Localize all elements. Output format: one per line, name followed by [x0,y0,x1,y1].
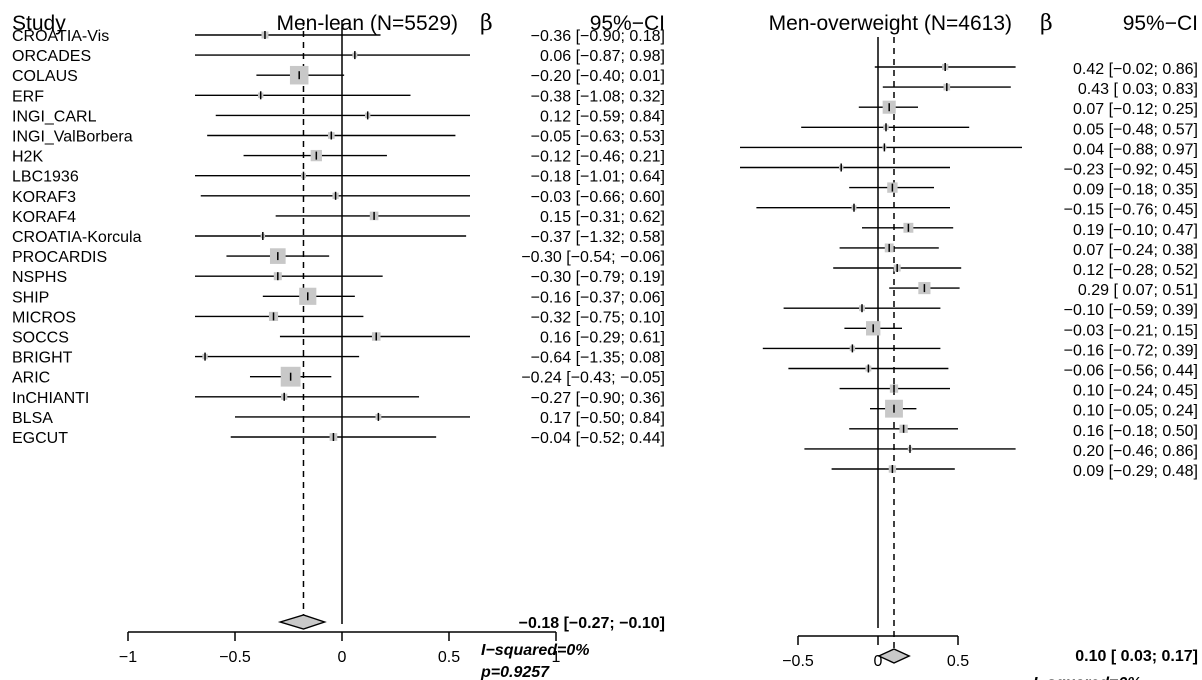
effect-estimate-label: −0.23 [−0.92; 0.45] [1064,162,1198,179]
effect-estimate-label: −0.10 [−0.59; 0.39] [1064,302,1198,319]
study-label: BLSA [12,410,53,427]
effect-estimate-label: 0.05 [−0.48; 0.57] [1073,121,1198,138]
effect-estimate-label: 0.16 [−0.29; 0.61] [540,330,665,347]
effect-estimate-label: −0.03 [−0.21; 0.15] [1064,322,1198,339]
heterogeneity-label: I−squared=0% [481,642,590,659]
column-headers: Study Men-lean (N=5529) β 95%−CI Men-ove… [12,11,1198,36]
study-label: KORAF3 [12,189,76,206]
study-label: ARIC [12,370,50,387]
effect-estimate-label: 0.16 [−0.18; 0.50] [1073,423,1198,440]
effect-estimate-label: 0.29 [ 0.07; 0.51] [1078,282,1198,299]
forest-panel-men-overweight: 0.42 [−0.02; 0.86] 0.43 [ 0.03; 0.83] 0.07… [740,37,1198,680]
effect-estimate-label: −0.12 [−0.46; 0.21] [531,149,665,166]
effect-estimate-label: 0.07 [−0.24; 0.38] [1073,242,1198,259]
effect-estimate-label: −0.03 [−0.66; 0.60] [531,189,665,206]
effect-estimate-label: −0.27 [−0.90; 0.36] [531,390,665,407]
study-label: LBC1936 [12,169,79,186]
study-label: CROATIA-Korcula [12,229,142,246]
study-label: ORCADES [12,48,91,65]
study-label: PROCARDIS [12,249,107,266]
x-tick-label: 0 [338,649,347,666]
effect-estimate-label: 0.12 [−0.28; 0.52] [1073,262,1198,279]
effect-estimate-label: −0.30 [−0.54; −0.06] [521,249,665,266]
x-tick-label: 0.5 [438,649,460,666]
effect-estimate-label: 0.15 [−0.31; 0.62] [540,209,665,226]
study-label: H2K [12,149,43,166]
study-label: ERF [12,88,44,105]
x-tick-label: −1 [119,649,137,666]
study-label: EGCUT [12,430,68,447]
heterogeneity-label: I−squared=0% [1033,675,1142,680]
effect-estimate-label: 0.07 [−0.12; 0.25] [1073,101,1198,118]
study-label: KORAF4 [12,209,76,226]
study-label: BRIGHT [12,350,73,367]
effect-estimate-label: −0.64 [−1.35; 0.08] [531,350,665,367]
effect-estimate-label: 0.43 [ 0.03; 0.83] [1078,81,1198,98]
effect-estimate-label: −0.32 [−0.75; 0.10] [531,309,665,326]
effect-estimate-label: 0.12 [−0.59; 0.84] [540,108,665,125]
pooled-diamond [277,614,327,630]
effect-estimate-label: 0.04 [−0.88; 0.97] [1073,141,1198,158]
effect-estimate-label: −0.06 [−0.56; 0.44] [1064,363,1198,380]
effect-estimate-label: −0.18 [−1.01; 0.64] [531,169,665,186]
effect-estimate-label: 0.42 [−0.02; 0.86] [1073,61,1198,78]
panel2-ci-header: 95%−CI [1123,12,1198,35]
study-label: CROATIA-Vis [12,28,109,45]
x-tick-label: −0.5 [782,653,814,670]
effect-estimate-label: −0.30 [−0.79; 0.19] [531,269,665,286]
panel1-beta-header: β [480,11,493,36]
effect-estimate-label: −0.20 [−0.40; 0.01] [531,68,665,85]
effect-estimate-label: −0.24 [−0.43; −0.05] [521,370,665,387]
panel1-title: Men-lean (N=5529) [276,12,458,35]
effect-estimate-label: −0.15 [−0.76; 0.45] [1064,202,1198,219]
effect-estimate-label: −0.05 [−0.63; 0.53] [531,129,665,146]
effect-estimate-label: 0.10 [−0.24; 0.45] [1073,383,1198,400]
effect-estimate-label: −0.04 [−0.52; 0.44] [531,430,665,447]
study-label: COLAUS [12,68,78,85]
pooled-estimate-label: −0.18 [−0.27; −0.10] [519,615,665,632]
study-label: SOCCS [12,330,69,347]
study-header: Study [12,12,66,35]
effect-estimate-label: 0.19 [−0.10; 0.47] [1073,222,1198,239]
study-label: MICROS [12,309,76,326]
study-label: SHIP [12,289,49,306]
effect-estimate-label: 0.20 [−0.46; 0.86] [1073,443,1198,460]
panel2-title: Men-overweight (N=4613) [769,12,1012,35]
effect-estimate-label: −0.16 [−0.37; 0.06] [531,289,665,306]
effect-estimate-label: −0.38 [−1.08; 0.32] [531,88,665,105]
pooled-diamond [877,648,911,664]
forest-panel-men-lean: −0.36 [−0.90; 0.18] 0.06 [−0.87; 0.98] −0.… [119,20,665,680]
effect-estimate-label: 0.17 [−0.50; 0.84] [540,410,665,427]
effect-estimate-label: −0.37 [−1.32; 0.58] [531,229,665,246]
study-label: NSPHS [12,269,67,286]
effect-estimate-label: −0.36 [−0.90; 0.18] [531,28,665,45]
effect-estimate-label: −0.16 [−0.72; 0.39] [1064,342,1198,359]
x-tick-label: −0.5 [219,649,251,666]
study-label: INGI_ValBorbera [12,129,133,146]
x-tick-label: 0.5 [947,653,969,670]
x-tick-label: 0 [874,653,883,670]
study-name-column: CROATIA-Vis ORCADES COLAUS ERF INGI_CARL INGI… [12,28,142,447]
effect-estimate-label: 0.10 [−0.05; 0.24] [1073,403,1198,420]
panel1-ci-header: 95%−CI [590,12,665,35]
effect-estimate-label: 0.09 [−0.18; 0.35] [1073,182,1198,199]
x-tick-label: 1 [552,649,561,666]
pooled-estimate-label: 0.10 [ 0.03; 0.17] [1075,648,1198,665]
p-value-label: p=0.9257 [480,664,550,680]
panel2-beta-header: β [1040,11,1053,36]
effect-estimate-label: 0.09 [−0.29; 0.48] [1073,463,1198,480]
study-label: INGI_CARL [12,108,97,125]
effect-estimate-label: 0.06 [−0.87; 0.98] [540,48,665,65]
study-label: InCHIANTI [12,390,89,407]
